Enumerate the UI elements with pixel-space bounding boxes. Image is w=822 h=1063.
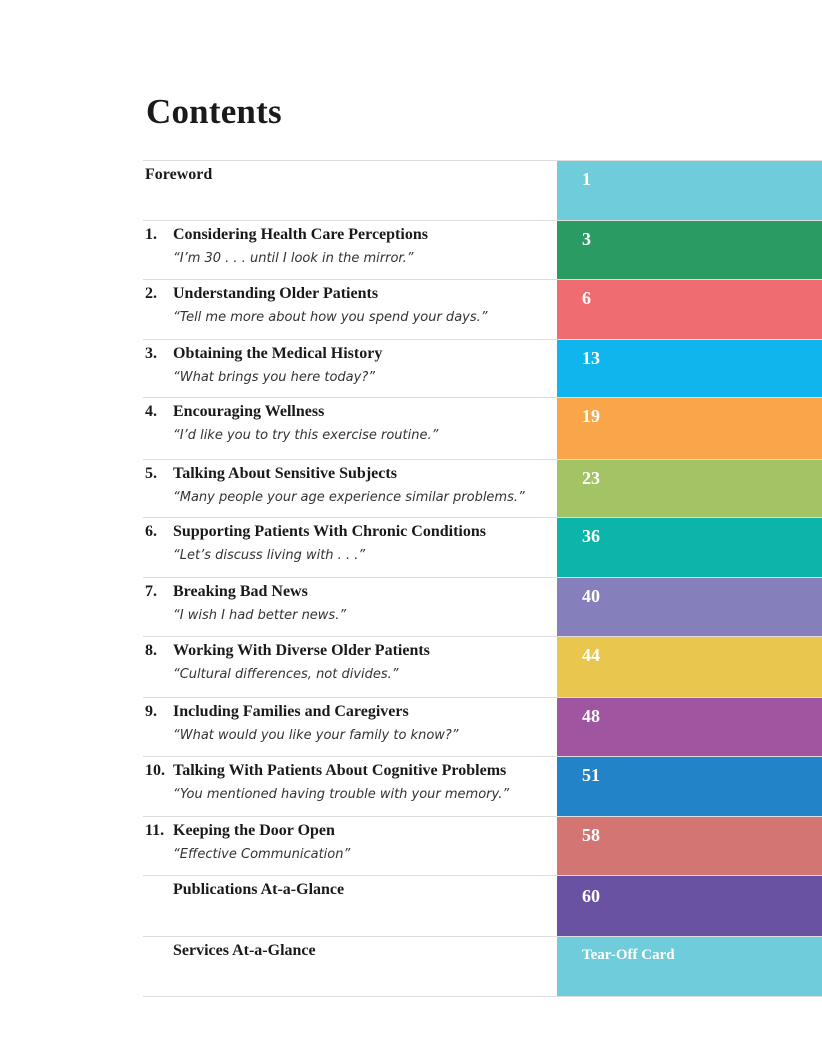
toc-row-7[interactable]: 7. Breaking Bad News “I wish I had bette… xyxy=(143,578,822,637)
page-number: 23 xyxy=(582,468,600,488)
contents-list: Foreword 1 1. Considering Health Care Pe… xyxy=(143,160,822,997)
toc-entry: Services At-a-Glance xyxy=(143,937,557,996)
toc-heading: Services At-a-Glance xyxy=(173,942,316,959)
page-number: 51 xyxy=(582,765,600,785)
toc-heading: Breaking Bad News xyxy=(173,583,308,600)
page-number-block: 23 xyxy=(557,460,822,517)
chapter-number: 9. xyxy=(145,703,157,720)
toc-entry: 4. Encouraging Wellness “I’d like you to… xyxy=(143,398,557,459)
page-number-block: 6 xyxy=(557,280,822,339)
toc-heading: Including Families and Caregivers xyxy=(173,703,409,720)
toc-row-1[interactable]: 1. Considering Health Care Perceptions “… xyxy=(143,221,822,280)
toc-quote: “I’m 30 . . . until I look in the mirror… xyxy=(173,251,414,266)
page-number-block: 48 xyxy=(557,698,822,756)
chapter-number: 8. xyxy=(145,642,157,659)
page-number-block: 60 xyxy=(557,876,822,936)
page-title: Contents xyxy=(146,92,282,131)
page-number-block: 44 xyxy=(557,637,822,697)
toc-quote: “What would you like your family to know… xyxy=(173,728,459,743)
toc-entry: 5. Talking About Sensitive Subjects “Man… xyxy=(143,460,557,517)
page-number-block: 3 xyxy=(557,221,822,279)
toc-quote: “You mentioned having trouble with your … xyxy=(173,787,510,802)
toc-heading: Talking About Sensitive Subjects xyxy=(173,465,397,482)
toc-heading: Publications At-a-Glance xyxy=(173,881,345,898)
page-number: 13 xyxy=(582,348,600,368)
toc-quote: “Let’s discuss living with . . .” xyxy=(173,548,366,563)
toc-quote: “Effective Communication” xyxy=(173,847,351,862)
page-number: 6 xyxy=(582,288,591,308)
toc-entry: 10. Talking With Patients About Cognitiv… xyxy=(143,757,557,816)
toc-entry: 8. Working With Diverse Older Patients “… xyxy=(143,637,557,697)
toc-entry: 9. Including Families and Caregivers “Wh… xyxy=(143,698,557,756)
toc-row-2[interactable]: 2. Understanding Older Patients “Tell me… xyxy=(143,280,822,340)
toc-row-11[interactable]: 11. Keeping the Door Open “Effective Com… xyxy=(143,817,822,876)
toc-row-6[interactable]: 6. Supporting Patients With Chronic Cond… xyxy=(143,518,822,578)
page-number: 48 xyxy=(582,706,600,726)
toc-quote: “Tell me more about how you spend your d… xyxy=(173,310,488,325)
page-number-block: 51 xyxy=(557,757,822,816)
toc-quote: “What brings you here today?” xyxy=(173,370,375,385)
chapter-number: 6. xyxy=(145,523,157,540)
toc-heading: Foreword xyxy=(145,166,213,183)
toc-heading: Keeping the Door Open xyxy=(173,822,335,839)
chapter-number: 10. xyxy=(145,762,165,779)
chapter-number: 2. xyxy=(145,285,157,302)
chapter-number: 7. xyxy=(145,583,157,600)
page-number: Tear-Off Card xyxy=(582,947,675,963)
toc-entry: 3. Obtaining the Medical History “What b… xyxy=(143,340,557,397)
toc-entry: 2. Understanding Older Patients “Tell me… xyxy=(143,280,557,339)
toc-quote: “Many people your age experience similar… xyxy=(173,490,525,505)
page-number-block: 19 xyxy=(557,398,822,459)
page-number: 3 xyxy=(582,229,591,249)
toc-heading: Supporting Patients With Chronic Conditi… xyxy=(173,523,486,540)
page-number: 60 xyxy=(582,886,600,906)
toc-entry: 1. Considering Health Care Perceptions “… xyxy=(143,221,557,279)
page-number: 40 xyxy=(582,586,600,606)
page-number-block: 58 xyxy=(557,817,822,875)
toc-row-9[interactable]: 9. Including Families and Caregivers “Wh… xyxy=(143,698,822,757)
toc-quote: “Cultural differences, not divides.” xyxy=(173,667,399,682)
toc-heading: Considering Health Care Perceptions xyxy=(173,226,428,243)
toc-row-3[interactable]: 3. Obtaining the Medical History “What b… xyxy=(143,340,822,398)
page-number-block: 36 xyxy=(557,518,822,577)
page-number: 44 xyxy=(582,645,600,665)
page-number-block: 40 xyxy=(557,578,822,636)
page-number-block: 1 xyxy=(557,161,822,220)
toc-row-5[interactable]: 5. Talking About Sensitive Subjects “Man… xyxy=(143,460,822,518)
toc-row-10[interactable]: 10. Talking With Patients About Cognitiv… xyxy=(143,757,822,817)
toc-heading: Working With Diverse Older Patients xyxy=(173,642,430,659)
toc-row-4[interactable]: 4. Encouraging Wellness “I’d like you to… xyxy=(143,398,822,460)
page-number: 58 xyxy=(582,825,600,845)
toc-row-foreword[interactable]: Foreword 1 xyxy=(143,161,822,221)
page-number-block: Tear-Off Card xyxy=(557,937,822,996)
toc-row-publications[interactable]: Publications At-a-Glance 60 xyxy=(143,876,822,937)
page-number-block: 13 xyxy=(557,340,822,397)
toc-entry: 6. Supporting Patients With Chronic Cond… xyxy=(143,518,557,577)
toc-heading: Talking With Patients About Cognitive Pr… xyxy=(173,762,507,779)
page-number: 1 xyxy=(582,169,591,189)
toc-row-8[interactable]: 8. Working With Diverse Older Patients “… xyxy=(143,637,822,698)
toc-heading: Encouraging Wellness xyxy=(173,403,325,420)
toc-entry: Foreword xyxy=(143,161,557,220)
toc-quote: “I’d like you to try this exercise routi… xyxy=(173,428,439,443)
toc-entry: 11. Keeping the Door Open “Effective Com… xyxy=(143,817,557,875)
chapter-number: 11. xyxy=(145,822,165,839)
toc-entry: 7. Breaking Bad News “I wish I had bette… xyxy=(143,578,557,636)
toc-heading: Obtaining the Medical History xyxy=(173,345,383,362)
page-number: 19 xyxy=(582,406,600,426)
chapter-number: 5. xyxy=(145,465,157,482)
chapter-number: 3. xyxy=(145,345,157,362)
chapter-number: 4. xyxy=(145,403,157,420)
page-number: 36 xyxy=(582,526,600,546)
toc-heading: Understanding Older Patients xyxy=(173,285,379,302)
chapter-number: 1. xyxy=(145,226,157,243)
toc-quote: “I wish I had better news.” xyxy=(173,608,347,623)
toc-entry: Publications At-a-Glance xyxy=(143,876,557,936)
toc-row-services[interactable]: Services At-a-Glance Tear-Off Card xyxy=(143,937,822,997)
